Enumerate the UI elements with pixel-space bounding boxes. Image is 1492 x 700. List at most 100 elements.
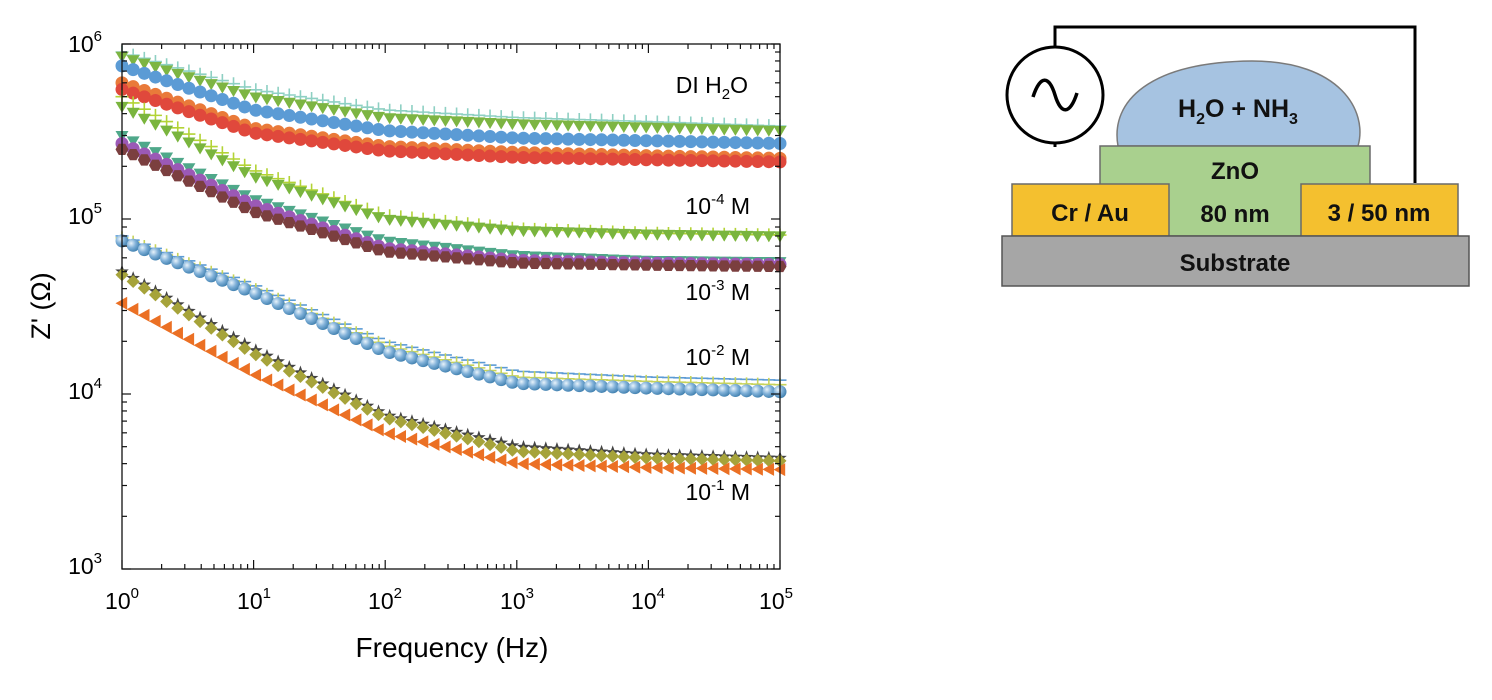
data-point <box>349 108 363 120</box>
data-point <box>673 259 687 272</box>
data-point <box>751 125 765 137</box>
x-tick-label-1e3: 103 <box>500 585 534 614</box>
data-point <box>338 326 352 340</box>
data-point <box>572 152 586 166</box>
data-point <box>595 121 609 133</box>
data-point <box>360 110 374 122</box>
right-electrode <box>1300 183 1459 237</box>
data-point <box>684 123 698 135</box>
data-point <box>673 123 687 135</box>
data-point <box>193 143 207 155</box>
data-point <box>673 153 687 167</box>
data-point <box>617 121 631 133</box>
data-point <box>349 140 363 154</box>
data-point <box>483 450 496 464</box>
data-point <box>595 258 609 271</box>
data-point <box>751 136 765 150</box>
data-point <box>383 214 397 226</box>
y-axis-label: Z' (Ω) <box>26 272 56 339</box>
data-point <box>684 230 698 242</box>
data-point <box>126 63 140 77</box>
data-point <box>450 362 464 376</box>
data-point <box>673 382 687 396</box>
data-point <box>516 226 530 238</box>
data-point <box>661 461 674 475</box>
data-point <box>416 146 430 160</box>
data-point <box>706 452 720 466</box>
data-point <box>249 126 263 140</box>
data-point <box>126 274 140 288</box>
data-point <box>684 135 698 149</box>
data-point <box>327 386 341 400</box>
data-point <box>204 112 218 126</box>
data-point <box>494 440 508 454</box>
data-point <box>327 104 341 116</box>
data-point <box>204 321 218 335</box>
data-point <box>148 119 162 131</box>
data-point <box>650 153 664 167</box>
data-point <box>394 113 408 125</box>
data-point <box>606 152 620 166</box>
data-point <box>516 377 530 391</box>
data-point <box>528 151 542 165</box>
data-point <box>260 210 274 222</box>
data-point <box>505 119 519 131</box>
y-tick-label-1e6: 106 <box>68 28 102 57</box>
data-point <box>751 155 765 169</box>
data-point <box>204 186 218 198</box>
data-point <box>561 132 575 146</box>
data-point <box>360 121 374 135</box>
data-point <box>383 124 397 138</box>
data-point <box>561 227 575 239</box>
data-point <box>360 240 374 252</box>
data-point <box>405 216 419 228</box>
data-point <box>483 149 497 163</box>
data-point <box>561 378 575 392</box>
data-point <box>227 96 241 110</box>
data-point <box>316 227 330 239</box>
data-point <box>483 438 497 452</box>
data-point <box>126 107 140 119</box>
zno-label: ZnO <box>1211 158 1259 185</box>
data-point <box>215 328 229 342</box>
data-point <box>639 259 653 271</box>
data-point <box>372 408 386 422</box>
data-point <box>316 114 330 128</box>
data-point <box>305 312 319 326</box>
data-point <box>684 452 698 466</box>
data-point <box>461 432 475 446</box>
data-point <box>227 278 241 292</box>
impedance-chart: 103 104 105 106 100 101 102 103 104 105 … <box>26 28 793 663</box>
data-point <box>561 458 574 472</box>
data-marks <box>115 45 787 477</box>
data-point <box>505 150 519 164</box>
data-point <box>148 247 162 261</box>
data-point <box>695 383 709 397</box>
data-point <box>416 435 429 449</box>
data-point <box>450 443 462 457</box>
data-point <box>728 136 742 150</box>
data-point <box>606 459 618 473</box>
data-point <box>260 176 274 188</box>
data-point <box>249 287 263 301</box>
data-point <box>472 117 486 129</box>
data-point <box>327 321 341 335</box>
data-point <box>728 384 742 398</box>
data-point <box>505 131 519 145</box>
data-point <box>416 217 430 229</box>
data-point <box>204 79 218 91</box>
data-point <box>137 154 151 166</box>
data-point <box>740 125 754 137</box>
data-point <box>249 348 263 362</box>
data-point <box>305 101 319 113</box>
data-point <box>606 449 620 463</box>
data-point <box>740 230 754 242</box>
data-point <box>383 113 397 125</box>
data-point <box>472 367 486 381</box>
data-point <box>282 383 295 397</box>
data-point <box>137 113 151 125</box>
data-point <box>327 230 341 242</box>
data-point <box>628 381 642 395</box>
data-point <box>472 129 486 143</box>
data-point <box>494 373 508 387</box>
